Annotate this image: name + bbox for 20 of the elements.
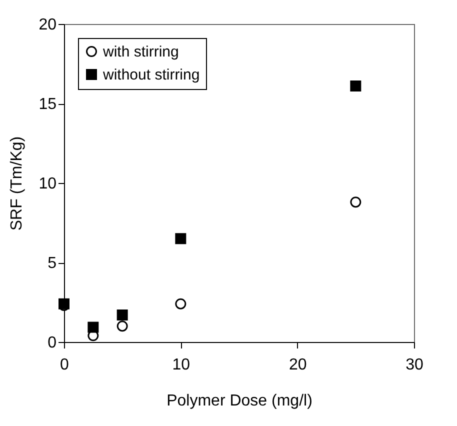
y-axis-title: SRF (Tm/Kg) xyxy=(8,136,26,231)
y-tick-label: 0 xyxy=(48,334,57,352)
x-axis-title: Polymer Dose (mg/l) xyxy=(166,392,312,410)
legend-label: without stirring xyxy=(102,66,200,84)
y-tick-label: 5 xyxy=(48,255,57,272)
point xyxy=(175,233,186,244)
point xyxy=(116,320,128,332)
point xyxy=(175,298,186,310)
y-tick-label: 15 xyxy=(38,96,57,113)
x-tick-label: 20 xyxy=(288,356,307,374)
point xyxy=(350,196,362,208)
point xyxy=(88,322,99,333)
y-tick-label: 20 xyxy=(38,16,57,34)
point xyxy=(350,80,362,92)
legend-label: with stirring xyxy=(102,44,179,60)
x-tick-label: 0 xyxy=(60,356,70,374)
y-tick-label: 10 xyxy=(38,176,57,192)
point xyxy=(116,309,128,320)
x-tick-label: 10 xyxy=(172,356,190,374)
x-tick-label: 30 xyxy=(406,356,424,374)
